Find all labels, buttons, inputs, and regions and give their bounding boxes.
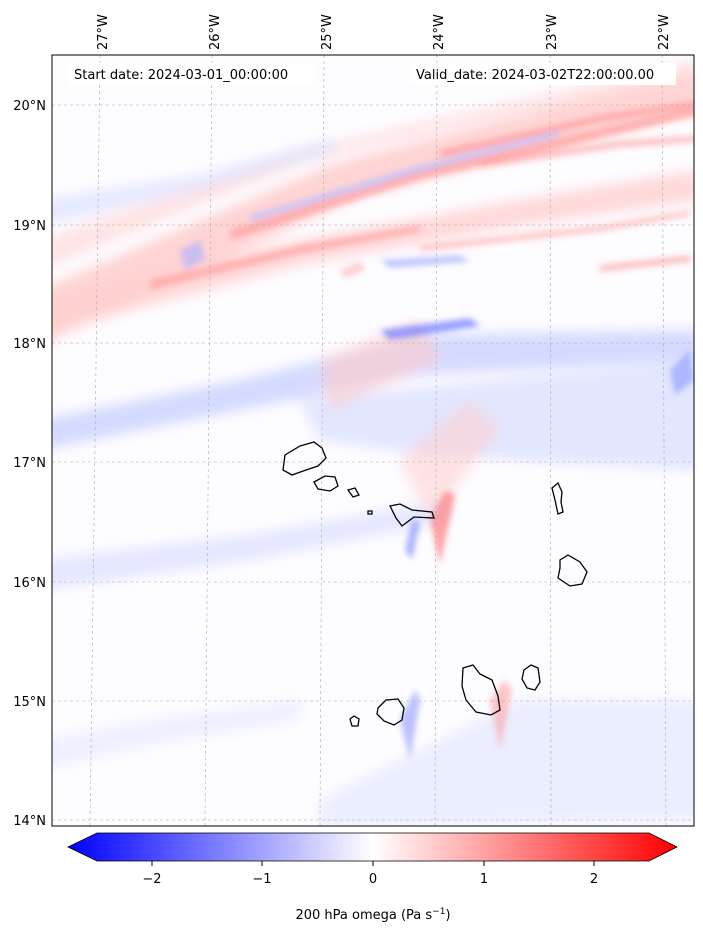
lat-label: 16°N: [13, 576, 46, 591]
lat-label: 19°N: [13, 219, 46, 234]
omega-shading-streaks: [150, 100, 694, 760]
island-fogo: [376, 698, 405, 726]
map-plot-area: Start date: 2024-03-01_00:00:00 Valid_da…: [13, 14, 695, 829]
lon-label: 22°W: [657, 14, 672, 50]
island-sao-nicolau: [389, 503, 435, 527]
colorbar-body: [67, 832, 678, 862]
lat-label: 18°N: [13, 337, 46, 352]
lat-label: 17°N: [13, 456, 46, 471]
longitude-labels: 27°W 26°W 25°W 24°W 23°W 22°W: [96, 14, 672, 50]
colorbar-tick-label: −1: [252, 872, 271, 887]
colorbar-title-end: ): [445, 908, 450, 923]
lat-label: 20°N: [13, 99, 46, 114]
island-santiago: [461, 664, 501, 716]
lon-label: 24°W: [432, 14, 447, 50]
valid-date-background: [410, 63, 676, 85]
island-branco: [367, 510, 373, 515]
colorbar-title-sup: −1: [432, 907, 445, 917]
colorbar-tick-label: −2: [142, 872, 161, 887]
island-santa-luzia: [346, 487, 360, 498]
island-maio: [521, 664, 541, 691]
colorbar: −2 −1 0 1 2 200 hPa omega (Pa s−1): [67, 832, 678, 923]
island-sal: [551, 481, 564, 515]
colorbar-ticks: [151, 861, 595, 866]
graticule: [52, 55, 694, 826]
island-boa-vista: [557, 554, 588, 587]
lat-label: 14°N: [13, 814, 46, 829]
start-date-label: Start date: 2024-03-01_00:00:00: [74, 68, 288, 83]
start-date-box: Start date: 2024-03-01_00:00:00: [68, 63, 315, 85]
lon-label: 25°W: [320, 14, 335, 50]
start-date-background: [68, 63, 315, 85]
lon-label: 26°W: [208, 14, 223, 50]
lat-label: 15°N: [13, 695, 46, 710]
omega-field: [52, 55, 694, 826]
island-santo-antao: [282, 441, 327, 476]
lon-label: 23°W: [545, 14, 560, 50]
valid-date-label: Valid_date: 2024-03-02T22:00:00.00: [416, 68, 654, 83]
valid-date-box: Valid_date: 2024-03-02T22:00:00.00: [410, 63, 676, 85]
colorbar-title: 200 hPa omega (Pa s−1): [295, 907, 450, 923]
colorbar-title-main: 200 hPa omega (Pa s: [295, 908, 432, 923]
map-frame: [51, 54, 695, 827]
colorbar-tick-label: 1: [480, 872, 488, 887]
colorbar-tick-label: 0: [369, 872, 377, 887]
lon-label: 27°W: [96, 14, 111, 50]
coastlines: [282, 441, 588, 727]
island-sao-vicente: [313, 475, 339, 492]
island-brava: [349, 715, 360, 727]
latitude-labels: 20°N 19°N 18°N 17°N 16°N 15°N 14°N: [13, 99, 46, 829]
colorbar-tick-label: 2: [590, 872, 598, 887]
